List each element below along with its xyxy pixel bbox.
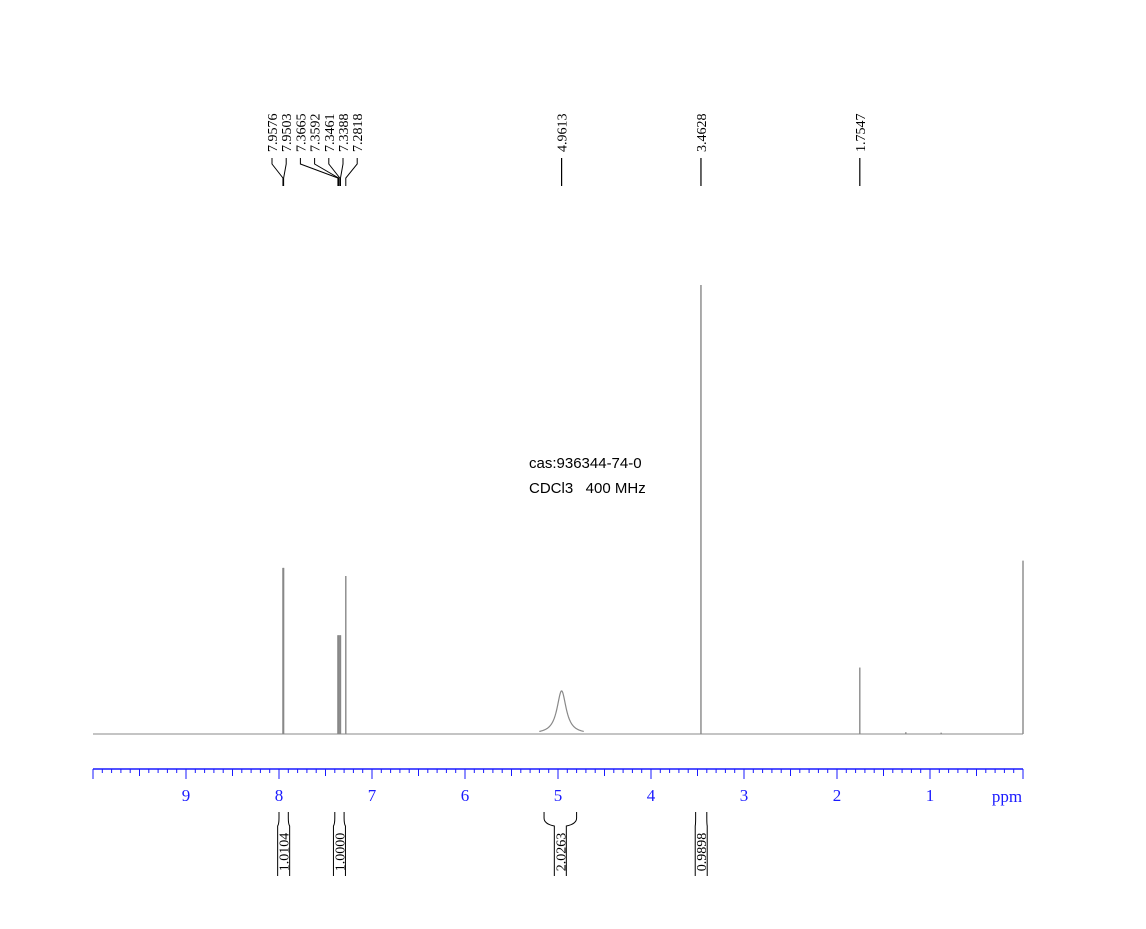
peak-label: 7.9503 <box>280 114 295 153</box>
peak-label-leader <box>271 158 284 186</box>
peak-label: 4.9613 <box>556 114 571 153</box>
peak-label-group: 7.9576 7.9503 7.3665 7.3592 7.3461 7.3388 7.28… <box>266 114 869 186</box>
integral-value: 0.9898 <box>695 833 710 872</box>
x-tick-label: 5 <box>554 786 563 805</box>
integral-value: 2.0263 <box>554 833 569 872</box>
peak-label: 7.3388 <box>337 114 352 153</box>
peak-label-leader <box>345 158 358 186</box>
x-tick-label: 4 <box>647 786 656 805</box>
peak-label: 3.4628 <box>695 114 710 153</box>
peak-label: 7.3665 <box>294 114 309 153</box>
peak-label: 7.9576 <box>266 114 281 153</box>
integral-group: 1.0104 1.0000 2.0263 0.9898 <box>277 812 710 876</box>
spectrum-peak <box>539 690 584 733</box>
peak-label-leader <box>339 158 344 186</box>
peak-label: 1.7547 <box>854 114 869 153</box>
spectrum-group <box>93 285 1024 735</box>
integral-bracket <box>277 812 291 876</box>
integral-bracket <box>332 812 346 876</box>
integral-value: 1.0104 <box>278 833 293 872</box>
x-tick-label: 3 <box>740 786 749 805</box>
integral-bracket <box>543 812 578 876</box>
peak-label-leader <box>328 158 341 186</box>
solvent-annotation: CDCl3 400 MHz <box>529 480 646 497</box>
x-tick-label: 2 <box>833 786 842 805</box>
peak-label: 7.3461 <box>323 114 338 153</box>
peak-label: 7.2818 <box>351 114 366 153</box>
x-axis-label: ppm <box>992 787 1022 806</box>
x-tick-label: 1 <box>926 786 935 805</box>
peak-label-leader <box>283 158 287 186</box>
peak-label: 7.3592 <box>309 114 324 153</box>
x-tick-label: 9 <box>182 786 191 805</box>
x-tick-label: 7 <box>368 786 377 805</box>
peak-label-leader <box>299 158 339 186</box>
integral-bracket <box>694 812 708 876</box>
x-tick-label: 8 <box>275 786 284 805</box>
x-axis-group: 9 8 7 6 5 4 3 2 1 ppm <box>92 768 1024 806</box>
peak-label-leader <box>314 158 340 186</box>
cas-annotation: cas:936344-74-0 <box>529 455 642 472</box>
x-tick-label: 6 <box>461 786 470 805</box>
integral-value: 1.0000 <box>333 833 348 872</box>
